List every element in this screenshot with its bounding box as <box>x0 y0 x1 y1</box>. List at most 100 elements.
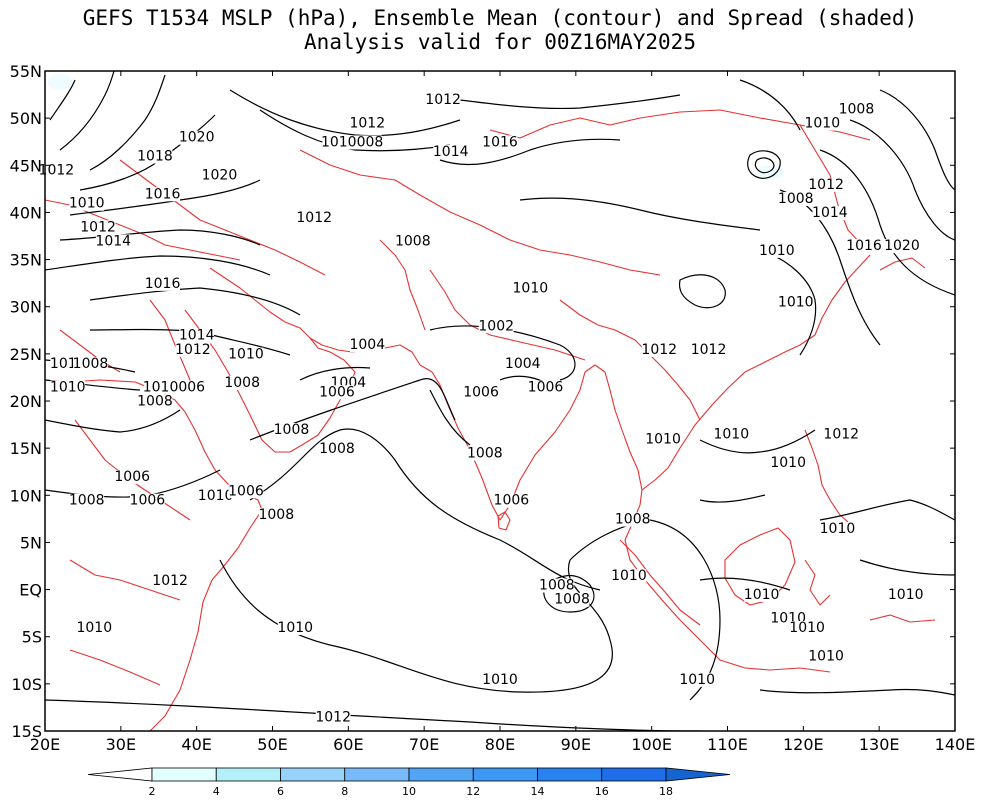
contour-label-background <box>296 210 332 225</box>
lat-tick-label: 5S <box>22 628 42 647</box>
contour-label-background <box>505 357 541 371</box>
contour-label: 1016 <box>145 186 181 202</box>
contour-label: 1010 <box>744 587 780 603</box>
contour-label-background <box>277 621 313 635</box>
contour-label-background <box>50 380 86 395</box>
contour-label-background <box>478 319 514 334</box>
contour-label-background <box>319 441 355 456</box>
contour-label-background <box>467 446 503 461</box>
contour-label: 1008 <box>258 507 294 523</box>
lat-tick-label: 15S <box>11 722 42 741</box>
colorbar-box <box>344 767 410 782</box>
contour-label: 1014 <box>433 144 469 160</box>
contour-label-background <box>349 116 385 131</box>
contour-label: 1010 <box>611 568 647 584</box>
map-subtitle: Analysis valid for 00Z16MAY2025 <box>304 30 696 54</box>
colorbar-box <box>408 767 474 782</box>
contour-label: 1010008 <box>321 134 383 150</box>
contour-label: 1010 <box>228 347 264 363</box>
contour-label: 1010006 <box>143 380 205 396</box>
colorbar-tick-label: 4 <box>213 785 220 798</box>
contour-label-background <box>69 493 105 508</box>
lon-tick-label: 80E <box>485 735 515 754</box>
contour-label: 1010 <box>713 427 749 443</box>
contour-label-background <box>808 177 844 192</box>
contour-label-background <box>144 380 204 395</box>
contour-label-background <box>73 357 108 371</box>
colorbar-box <box>537 767 603 782</box>
lon-tick-label: 120E <box>783 735 824 754</box>
contour-label: 1010 <box>804 116 840 132</box>
contour-label: 1012 <box>691 342 727 358</box>
contour-label: 1010 <box>789 620 825 636</box>
lat-tick-label: EQ <box>19 581 42 600</box>
contour-label: 1012 <box>296 210 332 226</box>
contour-label-background <box>482 672 518 687</box>
contour-label: 1012 <box>641 342 677 358</box>
lon-tick-label: 100E <box>631 735 672 754</box>
lat-tick-label: 55N <box>10 62 42 81</box>
lon-tick-label: 130E <box>859 735 900 754</box>
latitude-axis: 55N 50N 45N 40N 35N 30N 25N 20N 15N 10N 5N EQ 5S 10S 1… <box>10 62 955 741</box>
lat-tick-label: 25N <box>10 345 42 364</box>
contour-label-background <box>611 569 647 584</box>
contour-label-background <box>641 342 677 357</box>
contour-label: 1006 <box>528 380 564 396</box>
contour-label-background <box>463 385 499 400</box>
contour-label: 1010 <box>69 196 105 212</box>
contour-label-background <box>315 710 351 725</box>
contour-label-background <box>69 196 105 211</box>
contour-label-background <box>179 130 215 145</box>
contour-label: 1016 <box>846 238 882 254</box>
contour-label-background <box>812 206 848 221</box>
contour-label: 1020 <box>202 167 238 183</box>
contour-label-background <box>114 470 150 485</box>
colorbar-box <box>472 767 538 782</box>
contour-label: 1010 <box>888 587 924 603</box>
contour-label-background <box>713 427 749 442</box>
contour-label: 1002 <box>478 318 514 334</box>
contour-label: 1010 <box>770 455 806 471</box>
lat-tick-label: 10N <box>10 486 42 505</box>
contour-label-background <box>129 493 165 508</box>
contour-label: 1006 <box>494 493 530 509</box>
colorbar-tick-label: 10 <box>402 785 416 798</box>
contour-label-background <box>679 672 715 687</box>
contour-label: 1008 <box>539 578 575 594</box>
lon-tick-label: 110E <box>707 735 748 754</box>
contour-label: 1012 <box>80 219 116 235</box>
contour-label-background <box>789 621 825 635</box>
contour-label-background <box>76 621 112 635</box>
contour-label-background <box>820 522 855 536</box>
contour-label: 1006 <box>228 483 264 499</box>
contour-label-background <box>349 338 385 353</box>
contour-label-background <box>778 295 814 310</box>
contour-label: 1010 <box>277 620 313 636</box>
lat-tick-label: 20N <box>10 392 42 411</box>
colorbar-box <box>151 767 217 782</box>
contour-label: 1008 <box>554 592 590 608</box>
contour-label: 1004 <box>349 337 385 353</box>
contour-label: 1006 <box>114 469 150 485</box>
contour-label-background <box>759 243 795 258</box>
contour-label: 1010 <box>820 521 856 537</box>
contour-label: 1010 <box>679 672 715 688</box>
contour-label-background <box>202 168 237 183</box>
contour-label: 1010 <box>513 281 549 297</box>
contour-label: 1020 <box>179 130 215 146</box>
contour-label: 1016 <box>145 276 181 292</box>
contour-label-background <box>322 135 382 150</box>
contour-label: 1008 <box>224 375 260 391</box>
contour-label: 1008 <box>137 394 173 410</box>
contour-label: 1014 <box>179 328 215 344</box>
contour-label-background <box>846 239 882 254</box>
contour-label-background <box>80 220 116 235</box>
contour-label: 1008 <box>319 441 355 457</box>
contour-label-background <box>884 239 920 254</box>
contour-label: 1008 <box>395 233 431 249</box>
lat-tick-label: 50N <box>10 109 42 128</box>
contour-label-background <box>770 456 806 470</box>
contour-label-background <box>137 149 173 164</box>
colorbar-box <box>215 767 281 782</box>
